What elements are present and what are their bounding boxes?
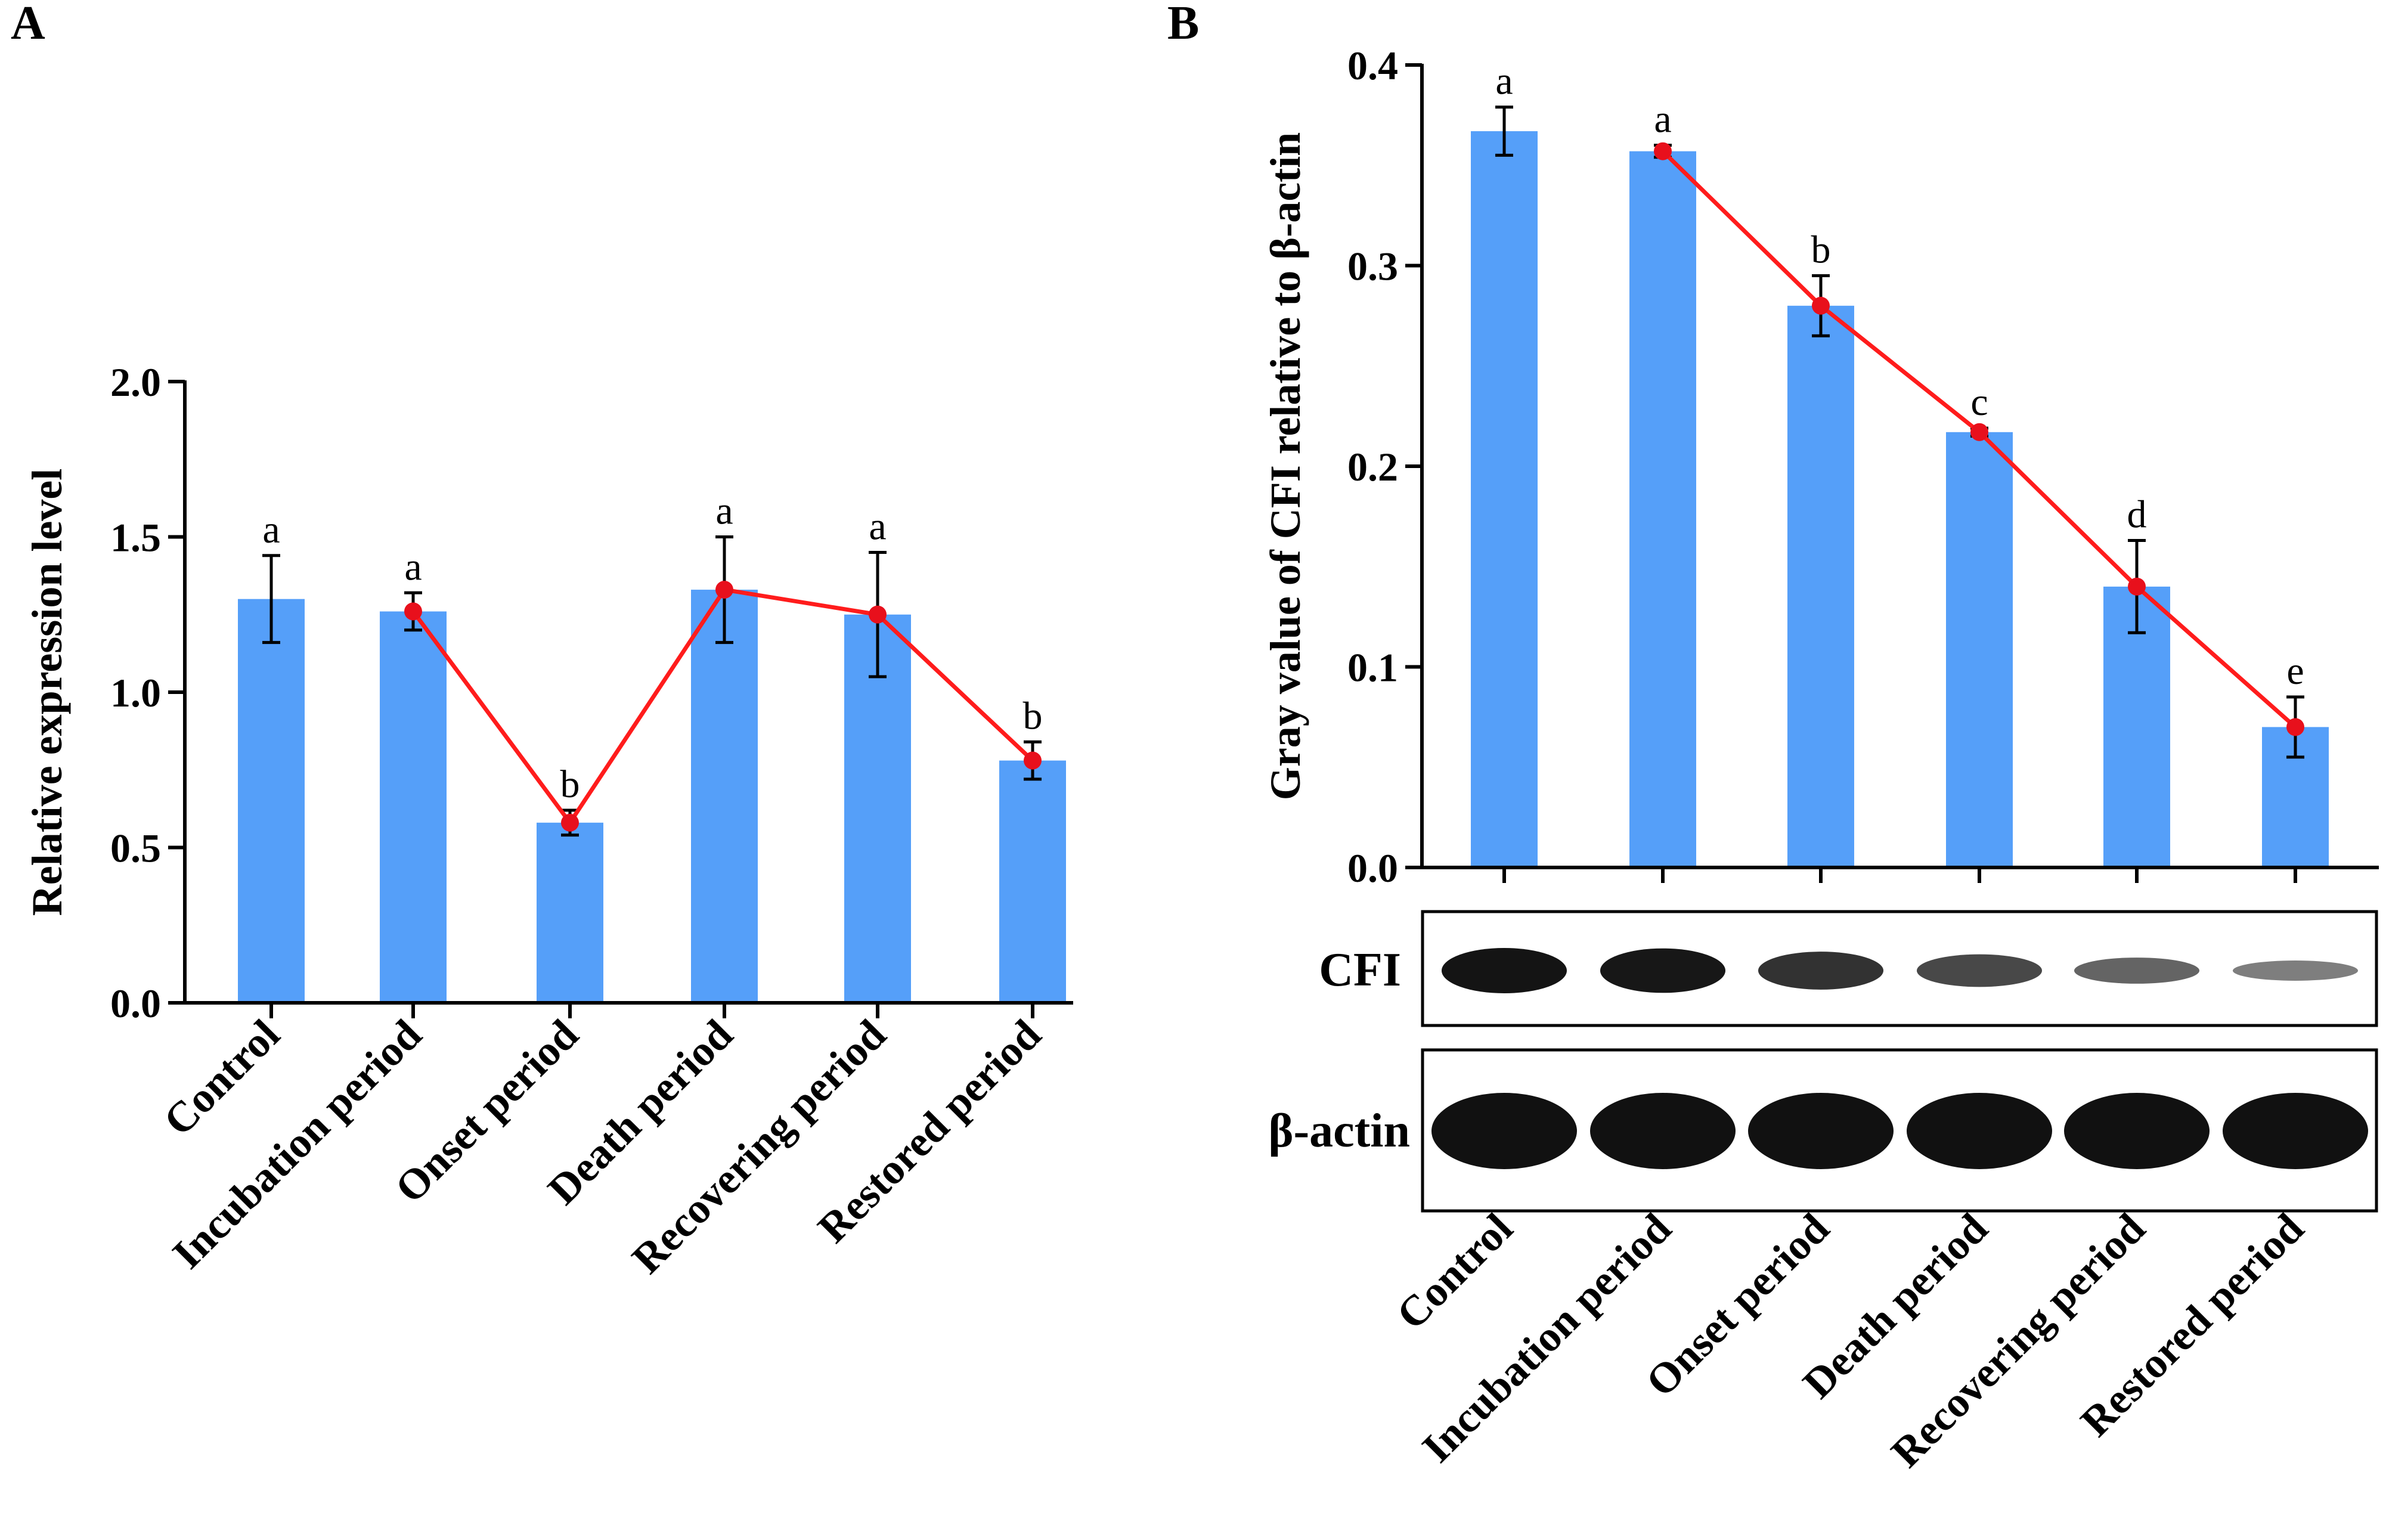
trend-point-3 xyxy=(715,581,733,599)
y-axis-title: Relative expression level xyxy=(23,469,71,916)
y-tick-label-4: 1.5 xyxy=(110,515,161,560)
trend-point-4 xyxy=(869,605,887,624)
significance-letter-1: a xyxy=(262,508,280,551)
bar-2 xyxy=(1629,151,1696,867)
significance-letter-1: a xyxy=(1495,60,1513,103)
cfi-blot-frame xyxy=(1421,910,2378,1027)
trend-point-3 xyxy=(1970,423,1988,441)
bar-4 xyxy=(1946,432,2013,867)
cfi-band-5 xyxy=(2074,958,2199,984)
x-tick-label-1: Control xyxy=(154,1011,289,1145)
actin-band-1 xyxy=(1431,1093,1577,1169)
trend-point-2 xyxy=(1812,296,1830,315)
actin-bands xyxy=(1431,1093,2368,1169)
cfi-blot-label: CFI xyxy=(1319,944,1401,996)
bar-5 xyxy=(844,614,911,1003)
actin-band-4 xyxy=(1907,1093,2052,1169)
x-tick-label-1: Control xyxy=(1387,1204,1522,1338)
significance-letter-6: b xyxy=(1023,694,1043,738)
bar-3 xyxy=(1787,305,1854,867)
x-tick-label-2: Incubation period xyxy=(163,1011,430,1278)
cfi-band-2 xyxy=(1600,948,1725,993)
actin-band-5 xyxy=(2064,1093,2210,1169)
bar-3 xyxy=(537,822,603,1003)
significance-letter-6: e xyxy=(2286,649,2304,693)
actin-band-3 xyxy=(1748,1093,1894,1169)
trend-point-1 xyxy=(1654,142,1672,160)
y-tick-label-4: 0.3 xyxy=(1347,244,1398,289)
bar-1 xyxy=(1471,131,1538,867)
y-tick-label-2: 0.1 xyxy=(1347,645,1398,690)
trend-point-5 xyxy=(2286,718,2304,736)
actin-blot-label: β-actin xyxy=(1268,1105,1410,1157)
x-tick-label-5: Recovering period xyxy=(623,1011,895,1283)
cfi-band-1 xyxy=(1442,948,1567,993)
bar-1 xyxy=(238,599,305,1003)
y-tick-label-2: 0.5 xyxy=(110,826,161,871)
trend-point-2 xyxy=(561,813,579,832)
significance-letter-4: a xyxy=(715,489,733,533)
trend-point-1 xyxy=(404,602,422,621)
bar-6 xyxy=(999,760,1066,1003)
y-tick-label-1: 0.0 xyxy=(1347,845,1398,891)
significance-letter-3: b xyxy=(1811,228,1831,271)
y-tick-label-5: 2.0 xyxy=(110,360,161,405)
significance-letter-5: a xyxy=(869,505,886,549)
significance-letter-5: d xyxy=(2127,493,2147,537)
actin-band-2 xyxy=(1590,1093,1736,1169)
cfi-band-3 xyxy=(1758,952,1883,990)
y-tick-label-3: 1.0 xyxy=(110,670,161,715)
bar-2 xyxy=(380,611,447,1003)
bar-4 xyxy=(691,590,758,1003)
trend-point-5 xyxy=(1024,751,1042,770)
y-axis-title: Gray value of CFI relative to β-actin xyxy=(1262,132,1309,800)
y-tick-label-1: 0.0 xyxy=(110,981,161,1026)
y-tick-label-5: 0.4 xyxy=(1347,43,1398,88)
western-blot: CFI β-actin xyxy=(1268,910,2378,1213)
significance-letter-2: a xyxy=(404,545,422,588)
y-tick-label-3: 0.2 xyxy=(1347,444,1398,489)
significance-letter-3: b xyxy=(560,763,580,806)
panel-a-label: A xyxy=(11,0,45,49)
significance-letter-4: c xyxy=(1970,380,1988,424)
cfi-band-6 xyxy=(2233,960,2358,981)
actin-band-6 xyxy=(2223,1093,2368,1169)
cfi-bands xyxy=(1442,948,2358,993)
cfi-band-4 xyxy=(1917,954,2042,987)
panel-b-label: B xyxy=(1167,0,1200,49)
trend-point-4 xyxy=(2128,577,2146,596)
significance-letter-2: a xyxy=(1654,98,1671,141)
actin-blot-frame xyxy=(1421,1048,2378,1213)
